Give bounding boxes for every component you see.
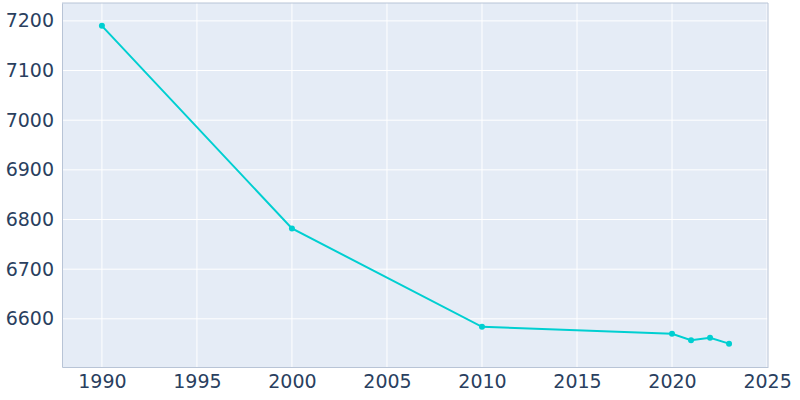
y-tick-label: 6900 (6, 158, 54, 180)
y-grid-line (62, 318, 768, 319)
y-tick: 7100 (6, 59, 62, 81)
x-grid-line (101, 3, 102, 367)
y-tick: 6800 (6, 208, 62, 230)
x-tick: 1990 (78, 367, 126, 392)
y-grid-line (62, 70, 768, 71)
frame-top (62, 3, 768, 4)
x-tick-label: 2000 (268, 370, 316, 392)
y-tick-label: 6600 (6, 307, 54, 329)
y-grid-line (62, 269, 768, 270)
y-grid-line (62, 120, 768, 121)
line (102, 26, 729, 344)
x-grid-line (672, 3, 673, 367)
x-grid-line (196, 3, 197, 367)
x-grid-line (481, 3, 482, 367)
x-tick: 2005 (363, 367, 411, 392)
x-tick-label: 1995 (173, 370, 221, 392)
grid (62, 3, 768, 367)
y-tick-label: 7200 (6, 9, 54, 31)
y-tick: 6600 (6, 307, 62, 329)
x-grid-line (577, 3, 578, 367)
x-tick-label: 2025 (743, 370, 791, 392)
frame-right (768, 3, 769, 367)
point (707, 335, 713, 341)
series (99, 23, 732, 347)
y-tick-label: 6800 (6, 208, 54, 230)
y-axis-line (62, 4, 63, 368)
x-tick: 2000 (268, 367, 316, 392)
x-tick: 1995 (173, 367, 221, 392)
point (289, 225, 295, 231)
y-tick-label: 7100 (6, 59, 54, 81)
x-tick-label: 2020 (648, 370, 696, 392)
x-tick-label: 2010 (458, 370, 506, 392)
x-grid-line (767, 3, 768, 367)
y-tick: 7000 (6, 109, 62, 131)
x-tick: 2025 (743, 367, 791, 392)
plot-background (62, 3, 768, 367)
x-tick: 2010 (458, 367, 506, 392)
point (479, 324, 485, 330)
y-grid-line (62, 20, 768, 21)
y-tick: 6700 (6, 258, 62, 280)
x-axis: 1990 1995 2000 2005 2010 2015 2020 2025 (63, 367, 792, 392)
plot: 1990 1995 2000 2005 2010 2015 2020 2025 6600 6700… (6, 3, 792, 392)
y-tick-label: 6700 (6, 258, 54, 280)
x-axis-line (63, 367, 769, 368)
y-tick-label: 7000 (6, 109, 54, 131)
x-grid-line (291, 3, 292, 367)
point (726, 341, 732, 347)
chart: 1990 1995 2000 2005 2010 2015 2020 2025 6600 6700… (0, 0, 800, 400)
x-tick-label: 2015 (553, 370, 601, 392)
point (669, 331, 675, 337)
x-tick: 2020 (648, 367, 696, 392)
point (99, 23, 105, 29)
y-tick: 7200 (6, 9, 62, 31)
y-axis: 6600 6700 6800 6900 7000 7100 7200 (6, 4, 63, 368)
y-grid-line (62, 219, 768, 220)
x-tick-label: 2005 (363, 370, 411, 392)
x-grid-line (386, 3, 387, 367)
point (688, 337, 694, 343)
x-tick: 2015 (553, 367, 601, 392)
y-tick: 6900 (6, 158, 62, 180)
x-tick-label: 1990 (78, 370, 126, 392)
y-grid-line (62, 169, 768, 170)
